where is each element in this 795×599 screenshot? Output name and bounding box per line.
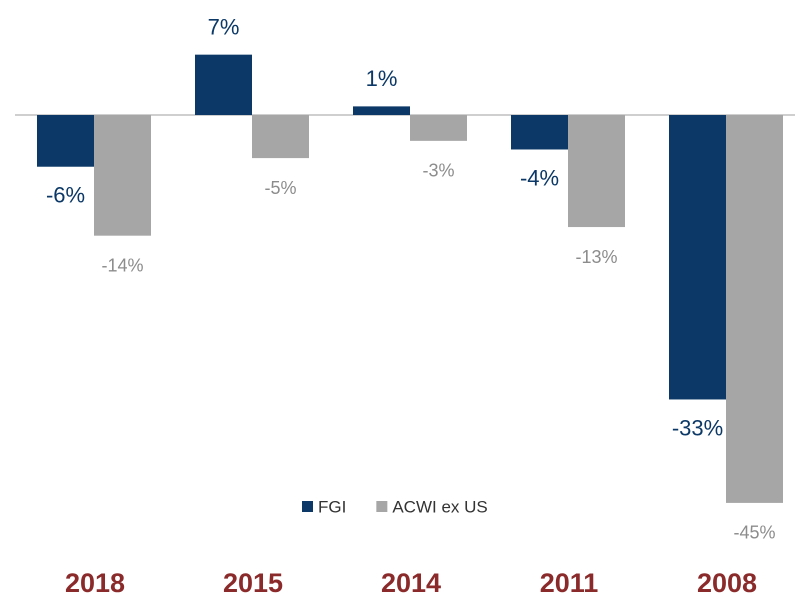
legend-swatch — [376, 501, 388, 512]
category-label: 2018 — [65, 568, 125, 598]
value-label: -6% — [46, 183, 85, 208]
value-label: -14% — [101, 255, 143, 275]
bar — [37, 115, 94, 167]
category-label: 2011 — [540, 568, 599, 598]
value-label: 7% — [208, 14, 240, 39]
bar — [353, 106, 410, 115]
bar — [410, 115, 467, 141]
bar — [94, 115, 151, 236]
value-label: -3% — [422, 161, 454, 181]
value-label: -13% — [575, 247, 617, 267]
bar — [726, 115, 783, 503]
bar — [252, 115, 309, 159]
value-label: -5% — [264, 178, 296, 198]
category-label: 2015 — [223, 568, 283, 598]
legend-label: ACWI ex US — [392, 497, 487, 516]
bar — [511, 115, 568, 150]
bar — [195, 54, 252, 115]
legend-label: FGI — [318, 497, 346, 516]
value-label: -33% — [672, 415, 723, 440]
legend-swatch — [302, 501, 313, 512]
value-label: -45% — [733, 523, 775, 543]
category-label: 2014 — [381, 568, 441, 598]
value-label: 1% — [366, 66, 398, 91]
value-label: -4% — [520, 165, 559, 190]
category-label: 2008 — [697, 568, 757, 598]
bar — [669, 115, 726, 400]
bar — [568, 115, 625, 228]
